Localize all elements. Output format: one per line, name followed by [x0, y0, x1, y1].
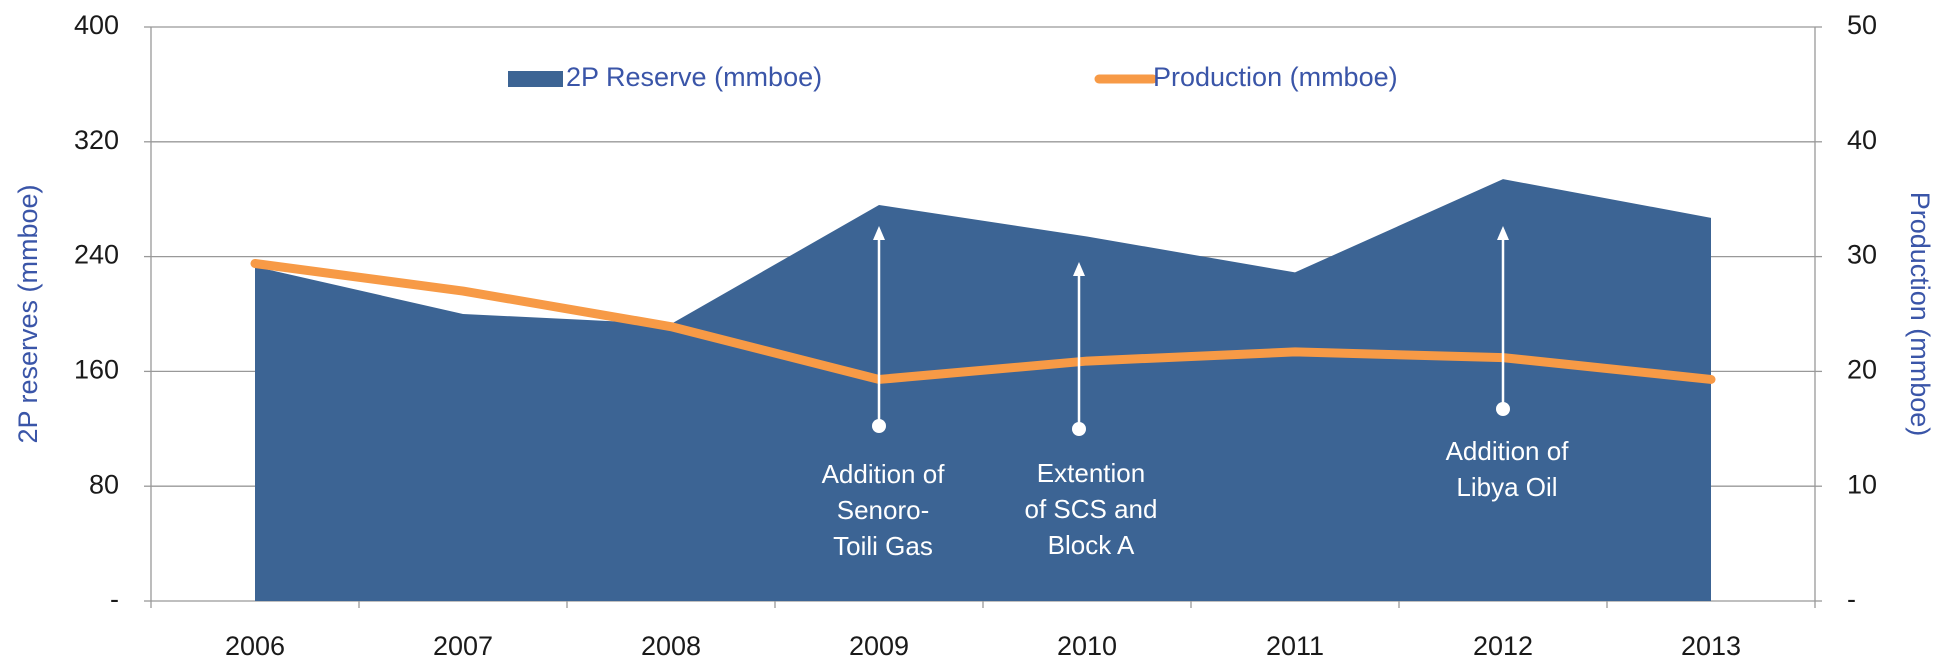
arrow-head: [1497, 226, 1509, 240]
annotation: Addition of: [1446, 436, 1570, 466]
arrow-head: [873, 226, 885, 240]
legend-swatch: [508, 71, 563, 87]
annotation: Extention: [1037, 458, 1145, 488]
annotation: Addition of: [822, 459, 946, 489]
y-tick-label: 80: [89, 469, 119, 499]
y-tick-label: 160: [74, 355, 119, 385]
annotation: Toili Gas: [833, 531, 933, 561]
y-tick-label: 240: [74, 240, 119, 270]
y2-tick-label: 10: [1847, 469, 1877, 499]
arrow-head: [1073, 262, 1085, 276]
arrow-dot: [1496, 402, 1510, 416]
x-tick-label: 2009: [849, 631, 909, 660]
y2-tick-label: 40: [1847, 125, 1877, 155]
x-tick-label: 2006: [225, 631, 285, 660]
annotation: Libya Oil: [1456, 472, 1557, 502]
line: [250, 258, 1716, 384]
annotation: Block A: [1048, 530, 1135, 560]
y-tick-label: 400: [74, 10, 119, 40]
y2-tick-label: 20: [1847, 355, 1877, 385]
y2-tick-label: 30: [1847, 240, 1877, 270]
x-tick-label: 2010: [1057, 631, 1117, 660]
arrow-dot: [872, 419, 886, 433]
arrow-dot: [1072, 422, 1086, 436]
x-tick-label: 2012: [1473, 631, 1533, 660]
x-tick-label: 2013: [1681, 631, 1741, 660]
y-tick-label: 320: [74, 125, 119, 155]
y-axis-title: 2P reserves (mmboe): [13, 184, 43, 443]
annotation: Senoro-: [837, 495, 930, 525]
y-tick-label: -: [110, 584, 119, 614]
x-tick-label: 2011: [1266, 631, 1324, 660]
legend-label: 2P Reserve (mmboe): [566, 62, 822, 92]
annotation: of SCS and: [1025, 494, 1158, 524]
area: [255, 179, 1711, 602]
x-tick-label: 2008: [641, 631, 701, 660]
y2-tick-label: 50: [1847, 10, 1877, 40]
legend-label: Production (mmboe): [1153, 62, 1398, 92]
y2-axis-title: Production (mmboe): [1905, 192, 1935, 437]
x-tick-label: 2007: [433, 631, 493, 660]
y2-tick-label: -: [1847, 584, 1856, 614]
